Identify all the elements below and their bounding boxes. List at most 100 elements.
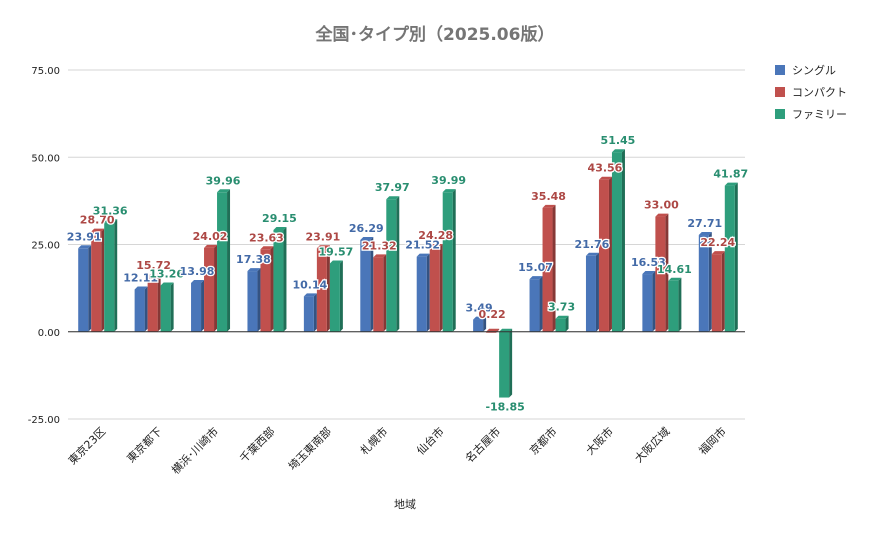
bar-side: [88, 245, 92, 332]
bar-top: [147, 273, 161, 277]
data-label: 16.53: [631, 256, 666, 269]
bar-side: [708, 232, 712, 332]
bar: [499, 331, 510, 398]
data-label: 0.22: [479, 308, 506, 321]
bar-top: [373, 254, 387, 258]
bar-top: [473, 316, 487, 320]
bar: [160, 285, 171, 332]
bar-side: [565, 315, 569, 332]
bar: [78, 248, 89, 332]
bar: [147, 276, 158, 332]
bar-top: [598, 176, 612, 180]
x-tick-label: 横浜･川崎市: [168, 424, 221, 477]
bar-side: [721, 251, 725, 332]
bar-top: [642, 271, 656, 275]
chart-title: 全国･タイプ別（2025.06版）: [315, 24, 555, 45]
bar-top: [360, 236, 374, 240]
bar-side: [426, 253, 430, 332]
bar-top: [724, 182, 738, 186]
bar: [303, 296, 314, 332]
bar-side: [270, 246, 274, 332]
data-label: 51.45: [601, 134, 636, 147]
bar-side: [509, 328, 513, 398]
bar-side: [608, 176, 612, 332]
data-label: 37.97: [375, 181, 410, 194]
bar-side: [595, 252, 599, 332]
bar-side: [283, 227, 287, 332]
data-label: 33.00: [644, 199, 679, 212]
bar-side: [201, 279, 205, 332]
bar: [542, 207, 553, 332]
bar-side: [157, 273, 161, 332]
data-label: 15.07: [518, 261, 553, 274]
bar: [442, 192, 453, 332]
bar: [386, 199, 397, 332]
data-label: 27.71: [687, 217, 722, 230]
bar-top: [273, 227, 287, 231]
y-tick-label: 0.00: [38, 328, 60, 339]
bar-side: [734, 182, 738, 332]
bar-side: [339, 260, 343, 332]
data-label: 39.99: [431, 174, 466, 187]
x-tick-label: 大阪市: [583, 424, 616, 457]
bar-side: [114, 219, 118, 332]
data-label: 10.14: [292, 278, 327, 291]
bar: [724, 185, 735, 332]
bar: [698, 235, 709, 332]
bar-top: [329, 260, 343, 264]
bar: [642, 274, 653, 332]
bar-side: [678, 277, 682, 332]
x-tick-label: 京都市: [526, 424, 559, 457]
bar-top: [555, 315, 569, 319]
y-tick-label: 75.00: [31, 66, 60, 77]
x-tick-label: 名古屋市: [462, 424, 503, 465]
data-label: 28.70: [80, 214, 115, 227]
bar: [273, 230, 284, 332]
bar-top: [78, 245, 92, 249]
bar-top: [585, 252, 599, 256]
x-tick-label: 千葉西部: [237, 424, 278, 465]
bar-top: [316, 245, 330, 249]
bar-side: [452, 189, 456, 332]
bar: [373, 257, 384, 332]
bars: [78, 149, 738, 398]
data-label: 35.48: [531, 190, 566, 203]
bar-side: [227, 189, 231, 332]
bar-top: [442, 189, 456, 193]
bar: [416, 256, 427, 332]
legend-entry: コンパクト: [792, 86, 847, 99]
bar-side: [370, 236, 374, 332]
bar: [316, 248, 327, 332]
y-axis-ticks: 75.00 50.00 25.00 0.00 -25.00: [28, 66, 60, 426]
bar: [668, 280, 679, 332]
data-label: 21.76: [575, 238, 610, 251]
bar-top: [191, 279, 205, 283]
data-label: 13.26: [149, 267, 184, 280]
bar: [585, 255, 596, 332]
bar-top: [542, 204, 556, 208]
bar: [611, 152, 622, 332]
bar: [360, 239, 371, 332]
bar-top: [429, 244, 443, 248]
bar-top: [668, 277, 682, 281]
bar-top: [91, 228, 105, 232]
x-axis-categories: 東京23区 東京都下 横浜･川崎市 千葉西部 埼玉東南部 札幌市 仙台市 名古屋市 京都市 大阪市…: [65, 424, 729, 477]
data-label: 21.32: [362, 239, 397, 252]
data-label: 22.24: [700, 236, 735, 249]
x-tick-label: 仙台市: [414, 424, 447, 457]
data-label: 3.73: [548, 301, 575, 314]
bar-top: [134, 286, 148, 290]
bar: [598, 179, 609, 332]
data-label: 23.91: [67, 230, 102, 243]
x-tick-label: 札幌市: [357, 424, 390, 457]
data-label: 43.56: [588, 162, 623, 175]
bar: [204, 247, 215, 332]
legend-entry: ファミリー: [792, 108, 847, 121]
data-label: 23.91: [305, 230, 340, 243]
y-tick-label: 25.00: [31, 241, 60, 252]
bar-side: [621, 149, 625, 332]
data-label: 29.15: [262, 212, 297, 225]
x-tick-label: 埼玉東南部: [285, 424, 334, 473]
legend-entry: シングル: [792, 63, 836, 77]
